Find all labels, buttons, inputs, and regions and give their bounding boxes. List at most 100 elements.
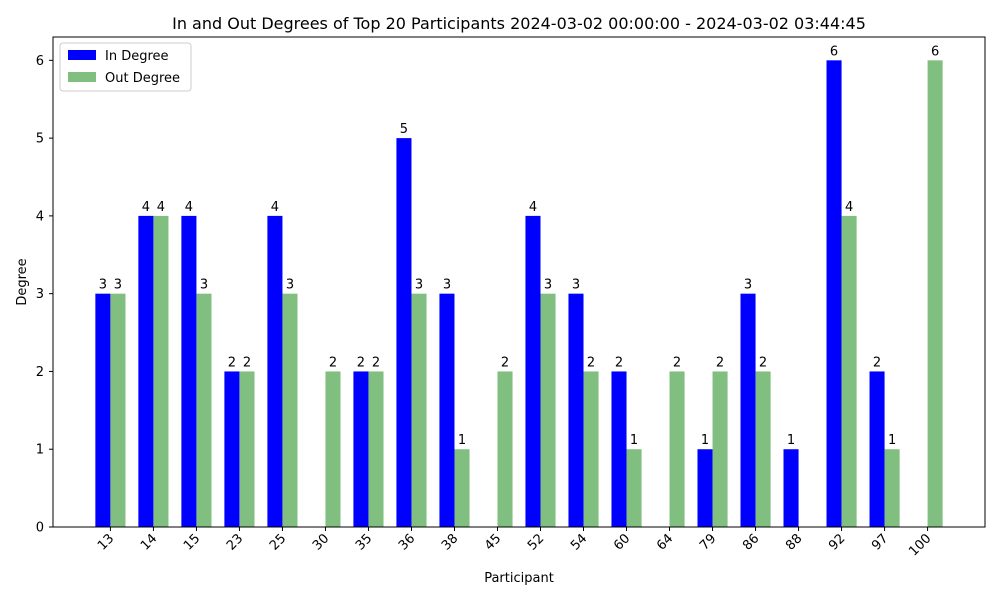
bar-out-degree-25 — [282, 293, 298, 527]
data-label-out-degree-13: 3 — [114, 278, 122, 293]
bar-out-degree-79 — [712, 371, 728, 527]
bar-out-degree-97 — [884, 449, 900, 527]
bar-in-degree-13 — [95, 293, 111, 527]
y-tick-label-3: 3 — [36, 287, 44, 302]
data-label-out-degree-35: 2 — [372, 355, 380, 370]
data-label-out-degree-38: 1 — [458, 433, 466, 448]
data-label-in-degree-97: 2 — [873, 355, 881, 370]
data-label-in-degree-52: 4 — [529, 200, 537, 215]
data-label-in-degree-14: 4 — [142, 200, 150, 215]
legend-label-out-degree: Out Degree — [105, 71, 180, 86]
data-label-in-degree-25: 4 — [271, 200, 279, 215]
data-label-in-degree-88: 1 — [787, 433, 795, 448]
x-axis-label: Participant — [484, 571, 554, 586]
data-label-in-degree-60: 2 — [615, 355, 623, 370]
data-label-in-degree-92: 6 — [830, 44, 838, 59]
x-tick-label-13: 13 — [95, 531, 117, 553]
data-label-in-degree-35: 2 — [357, 355, 365, 370]
data-label-out-degree-52: 3 — [544, 278, 552, 293]
y-tick-label-6: 6 — [36, 54, 44, 69]
x-tick-label-79: 79 — [697, 531, 719, 553]
x-tick-label-60: 60 — [611, 531, 633, 553]
x-tick-label-14: 14 — [138, 531, 160, 553]
x-tick-label-25: 25 — [267, 531, 289, 553]
bar-out-degree-13 — [110, 293, 126, 527]
y-tick-label-2: 2 — [36, 365, 44, 380]
y-tick-label-4: 4 — [36, 209, 44, 224]
bar-out-degree-45 — [497, 371, 513, 527]
chart-title: In and Out Degrees of Top 20 Participant… — [172, 14, 866, 33]
data-label-in-degree-36: 5 — [400, 122, 408, 137]
bar-in-degree-36 — [396, 138, 412, 527]
data-label-in-degree-23: 2 — [228, 355, 236, 370]
bar-out-degree-100 — [927, 60, 943, 527]
bar-out-degree-86 — [755, 371, 771, 527]
bar-in-degree-92 — [826, 60, 842, 527]
x-tick-label-54: 54 — [568, 531, 590, 553]
data-label-out-degree-100: 6 — [931, 44, 939, 59]
x-tick-label-52: 52 — [525, 531, 547, 553]
data-label-in-degree-79: 1 — [701, 433, 709, 448]
x-tick-label-35: 35 — [353, 531, 375, 553]
x-tick-label-36: 36 — [396, 531, 418, 553]
data-label-out-degree-36: 3 — [415, 278, 423, 293]
bar-out-degree-54 — [583, 371, 599, 527]
bar-in-degree-52 — [525, 215, 541, 527]
data-label-out-degree-25: 3 — [286, 278, 294, 293]
bar-out-degree-36 — [411, 293, 427, 527]
data-label-out-degree-15: 3 — [200, 278, 208, 293]
plot-frame — [52, 36, 986, 528]
data-label-out-degree-45: 2 — [501, 355, 509, 370]
bar-out-degree-64 — [669, 371, 685, 527]
data-label-out-degree-64: 2 — [673, 355, 681, 370]
bar-out-degree-35 — [368, 371, 384, 527]
bar-out-degree-52 — [540, 293, 556, 527]
data-label-out-degree-97: 1 — [888, 433, 896, 448]
bar-out-degree-14 — [153, 215, 169, 527]
x-tick-label-97: 97 — [869, 531, 891, 553]
bar-in-degree-60 — [611, 371, 627, 527]
bar-in-degree-97 — [869, 371, 885, 527]
bar-out-degree-30 — [325, 371, 341, 527]
x-tick-label-86: 86 — [740, 531, 762, 553]
bar-out-degree-23 — [239, 371, 255, 527]
x-tick-label-100: 100 — [906, 531, 934, 559]
legend-label-in-degree: In Degree — [105, 49, 169, 64]
data-label-in-degree-15: 4 — [185, 200, 193, 215]
bars-group — [95, 60, 943, 527]
y-axis: 0 1 2 3 4 5 6 — [36, 54, 53, 536]
data-label-out-degree-86: 2 — [759, 355, 767, 370]
data-label-out-degree-92: 4 — [845, 200, 853, 215]
data-label-out-degree-79: 2 — [716, 355, 724, 370]
x-tick-label-88: 88 — [783, 531, 805, 553]
legend-swatch-out-degree — [68, 72, 96, 82]
bar-in-degree-86 — [740, 293, 756, 527]
bar-out-degree-92 — [841, 215, 857, 527]
bar-in-degree-23 — [224, 371, 240, 527]
bar-out-degree-38 — [454, 449, 470, 527]
data-label-out-degree-54: 2 — [587, 355, 595, 370]
x-tick-label-23: 23 — [224, 531, 246, 553]
bar-in-degree-79 — [697, 449, 713, 527]
legend: In Degree Out Degree — [59, 42, 192, 92]
bar-out-degree-15 — [196, 293, 212, 527]
legend-swatch-in-degree — [68, 50, 96, 60]
x-tick-label-45: 45 — [482, 531, 504, 553]
x-tick-label-38: 38 — [439, 531, 461, 553]
data-label-in-degree-13: 3 — [99, 278, 107, 293]
data-label-in-degree-54: 3 — [572, 278, 580, 293]
bar-in-degree-15 — [181, 215, 197, 527]
bar-in-degree-54 — [568, 293, 584, 527]
y-tick-label-1: 1 — [36, 443, 44, 458]
x-axis: 13 14 15 23 25 30 35 36 38 45 52 54 60 64 79 86 88 92 97 10… — [95, 527, 934, 559]
x-tick-label-15: 15 — [181, 531, 203, 553]
data-label-out-degree-60: 1 — [630, 433, 638, 448]
x-tick-label-92: 92 — [826, 531, 848, 553]
data-label-out-degree-14: 4 — [157, 200, 165, 215]
bar-in-degree-38 — [439, 293, 455, 527]
y-tick-label-0: 0 — [36, 521, 44, 536]
data-label-in-degree-86: 3 — [744, 278, 752, 293]
bar-out-degree-60 — [626, 449, 642, 527]
